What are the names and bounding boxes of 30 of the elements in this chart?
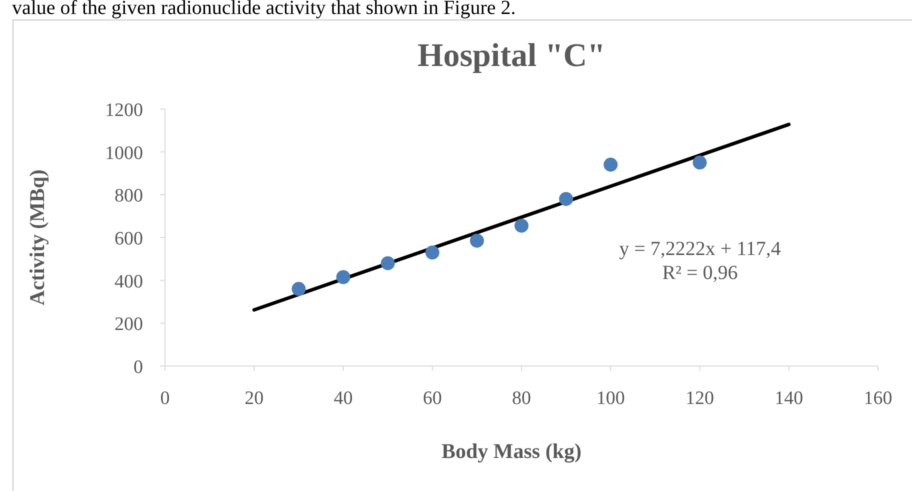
x-tick-label: 80 [512,388,531,409]
x-tick-label: 140 [774,388,804,409]
x-tick-label: 20 [244,388,264,409]
point [380,256,395,270]
x-tick-label: 40 [334,388,353,409]
point [692,156,707,170]
y-tick-label: 200 [114,314,143,336]
y-tick-label: 600 [114,228,143,250]
x-axis-title: Body Mass (kg) [441,439,582,463]
x-tick-label: 160 [864,388,892,409]
y-tick-label: 1200 [105,100,143,121]
point [336,270,350,284]
chart-title: Hospital "C" [418,38,606,74]
point [470,234,484,248]
point [292,282,306,296]
point [425,245,440,260]
y-tick-label: 0 [134,357,143,378]
x-tick-label: 60 [422,388,442,409]
point [604,158,618,172]
x-tick-label: 100 [596,388,625,409]
annotation: y = 7,2222x + 117,4 R² = 0,96 [619,238,781,284]
x-tick-label: 120 [686,388,714,409]
x-tick-label: 0 [160,388,170,409]
text: value of the given radionuclide activity that shown in Figure 2. [12,0,516,19]
point [514,218,528,233]
point [559,192,574,206]
y-tick-label: 800 [114,186,143,207]
y-axis-title: Activity (MBq) [25,170,49,306]
y-tick-label: 1000 [105,142,143,164]
y-tick-label: 400 [114,271,143,292]
